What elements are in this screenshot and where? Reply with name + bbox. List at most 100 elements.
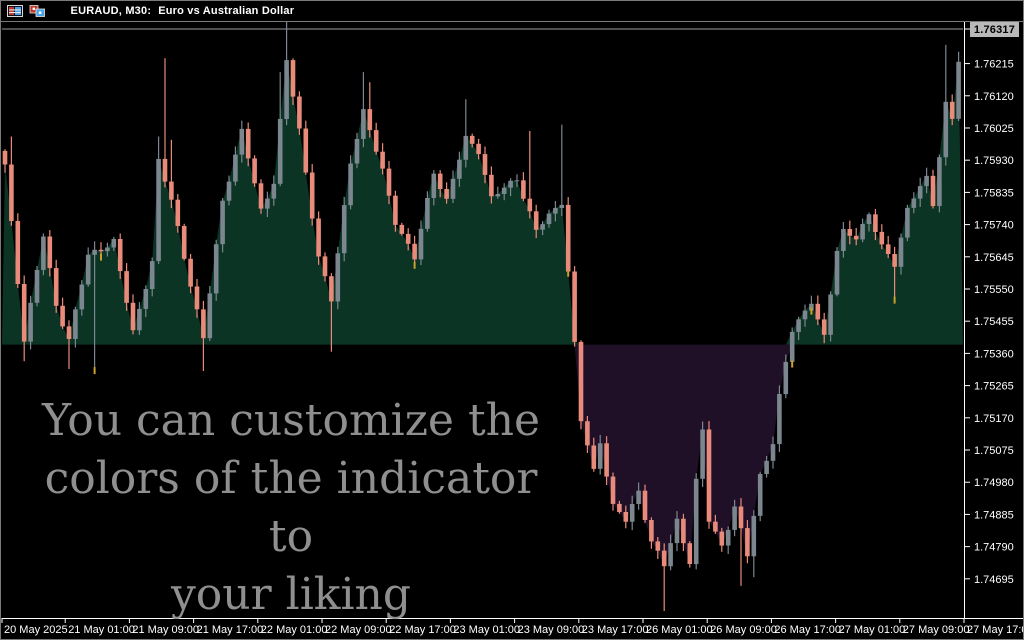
candle-body	[924, 175, 929, 187]
candle-body	[405, 233, 411, 244]
candle-body	[73, 309, 78, 339]
title-symbol: EURAUD, M30:	[70, 5, 152, 17]
chart-window-icon[interactable]	[7, 5, 23, 17]
candle-body	[316, 218, 321, 257]
candle-wick	[330, 273, 332, 352]
candle-body	[873, 214, 878, 232]
candle-body	[463, 135, 469, 160]
candle-body	[476, 143, 481, 155]
annotation-line: colors of the indicator to	[44, 453, 538, 562]
candle-body	[79, 284, 85, 310]
candle-body	[373, 130, 379, 152]
candle-body	[194, 286, 200, 310]
candle-body	[258, 183, 264, 209]
candle-wick	[68, 320, 70, 369]
time-axis-label: 23 May 01:00	[453, 624, 520, 636]
time-axis-label: 22 May 09:00	[325, 624, 392, 636]
candle-body	[92, 249, 97, 255]
time-axis-label: 23 May 09:00	[518, 624, 585, 636]
gold-mark	[893, 296, 896, 304]
candle-wick	[740, 498, 742, 586]
candle-body	[220, 200, 225, 245]
time-axis-label: 21 May 09:00	[132, 624, 199, 636]
price-axis-label: 1.76120	[974, 91, 1014, 103]
candle-body	[271, 183, 277, 199]
candle-body	[751, 515, 757, 557]
annotation-line: your liking	[170, 569, 412, 620]
candle-body	[783, 361, 789, 395]
candle-body	[655, 541, 661, 551]
candle-body	[149, 261, 155, 289]
candle-body	[917, 186, 923, 199]
candle-body	[828, 294, 833, 335]
candle-body	[2, 150, 8, 165]
candle-body	[252, 158, 257, 184]
candle-body	[700, 429, 705, 479]
candle-body	[629, 504, 635, 522]
candle-body	[642, 490, 648, 520]
candle-body	[143, 289, 149, 309]
candle-wick	[497, 186, 499, 199]
candle-body	[885, 244, 891, 254]
candle-body	[706, 429, 712, 522]
candle-body	[239, 128, 245, 155]
price-axis-label: 1.74885	[974, 509, 1014, 521]
candle-body	[213, 244, 219, 294]
candle-body	[540, 224, 545, 230]
candle-body	[585, 421, 590, 446]
candle-body	[156, 158, 161, 262]
candle-body	[911, 198, 917, 208]
candle-body	[277, 118, 283, 184]
candle-body	[668, 543, 673, 567]
candle-body	[162, 158, 168, 182]
axes: 1.76215 1.76120 1.76025 1.75930 1.75835 1.757…	[1, 21, 1023, 636]
candle-body	[956, 61, 961, 119]
candle-body	[796, 319, 801, 332]
candle-body	[527, 198, 533, 212]
candle-body	[137, 308, 142, 331]
candle-body	[348, 163, 353, 206]
candle-body	[329, 276, 334, 302]
candle-body	[853, 235, 859, 240]
candle-body	[578, 341, 584, 422]
candle-body	[28, 302, 33, 342]
candle-body	[687, 543, 693, 564]
candle-body	[175, 199, 181, 226]
candle-body	[495, 194, 501, 197]
candle-body	[105, 247, 110, 252]
price-axis-label: 1.75075	[974, 445, 1014, 457]
candle-body	[501, 187, 507, 194]
time-axis-label: 26 May 01:00	[646, 624, 713, 636]
candle-body	[457, 159, 462, 179]
price-axis-label: 1.75930	[974, 155, 1014, 167]
price-axis-label: 1.76215	[974, 59, 1014, 71]
candle-body	[719, 531, 725, 546]
candle-body	[930, 175, 936, 207]
candle-body	[130, 302, 136, 331]
candle-body	[649, 520, 654, 542]
current-price-label: 1.76317	[970, 22, 1019, 37]
candle-body	[117, 239, 123, 272]
candle-body	[905, 207, 910, 238]
candle-body	[233, 154, 238, 182]
symbol-icon[interactable]	[29, 5, 45, 17]
candle-body	[111, 239, 117, 248]
candle-body	[284, 60, 289, 119]
time-axis-label: 26 May 17:00	[774, 624, 841, 636]
price-axis-label: 1.74790	[974, 542, 1014, 554]
annotation-overlay: You can customize the colors of the indi…	[29, 392, 553, 624]
candle-body	[303, 128, 309, 173]
candle-body	[437, 173, 443, 189]
price-axis-label: 1.75170	[974, 413, 1014, 425]
gold-mark	[567, 269, 570, 277]
price-axis-label: 1.74980	[974, 477, 1014, 489]
candle-body	[597, 443, 603, 469]
candle-body	[354, 139, 360, 164]
candle-body	[866, 214, 872, 224]
candle-wick	[465, 99, 467, 168]
candle-body	[514, 180, 520, 182]
candle-body	[508, 180, 513, 188]
price-axis-label: 1.75455	[974, 316, 1014, 328]
